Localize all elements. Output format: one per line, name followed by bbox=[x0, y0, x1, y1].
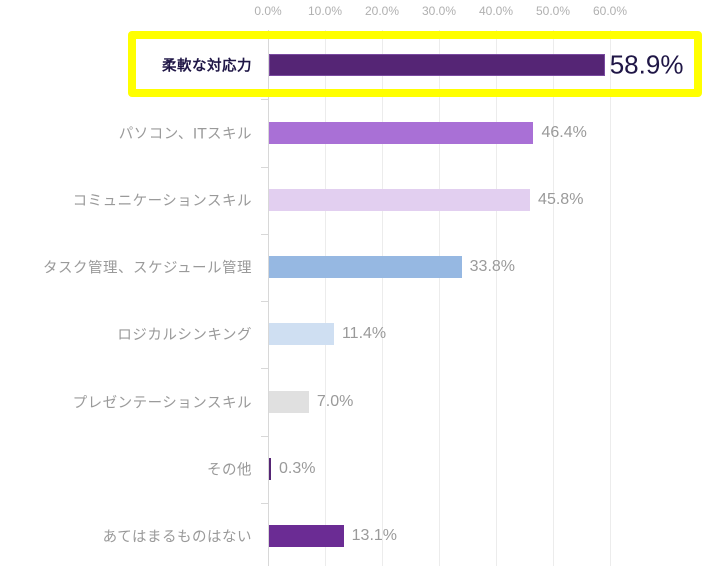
x-tick-label: 0.0% bbox=[254, 4, 282, 18]
value-label: 11.4% bbox=[341, 325, 387, 342]
x-tick-label: 60.0% bbox=[592, 4, 628, 18]
y-axis-tick bbox=[261, 234, 268, 235]
x-tick-label: 20.0% bbox=[364, 4, 400, 18]
x-tick-label: 10.0% bbox=[307, 4, 343, 18]
bar bbox=[269, 122, 534, 144]
value-label: 45.8% bbox=[538, 191, 584, 208]
value-label: 58.9% bbox=[609, 49, 684, 80]
gridline bbox=[610, 30, 611, 566]
x-tick-label: 40.0% bbox=[478, 4, 514, 18]
y-axis-tick bbox=[261, 503, 268, 504]
gridline bbox=[553, 30, 554, 566]
value-label: 13.1% bbox=[351, 527, 398, 544]
category-label: パソコン、ITスキル bbox=[118, 126, 252, 143]
value-label: 7.0% bbox=[316, 393, 354, 410]
gridline bbox=[325, 30, 326, 566]
gridline bbox=[382, 30, 383, 566]
bar bbox=[269, 391, 309, 413]
category-label: プレゼンテーションスキル bbox=[72, 395, 252, 412]
category-label: ロジカルシンキング bbox=[117, 327, 252, 344]
bar bbox=[269, 458, 271, 480]
x-tick-label: 50.0% bbox=[535, 4, 571, 18]
category-label: コミュニケーションスキル bbox=[72, 193, 252, 210]
y-axis-tick bbox=[261, 167, 268, 168]
y-axis-tick bbox=[261, 301, 268, 302]
value-label: 33.8% bbox=[469, 258, 516, 275]
category-label: あてはまるものはない bbox=[102, 529, 252, 546]
y-axis-tick bbox=[261, 99, 268, 100]
x-tick-label: 30.0% bbox=[421, 4, 457, 18]
category-label: タスク管理、スケジュール管理 bbox=[43, 260, 252, 277]
gridline bbox=[439, 30, 440, 566]
y-axis-line bbox=[268, 30, 269, 566]
bar bbox=[269, 256, 462, 278]
y-axis-tick bbox=[261, 368, 268, 369]
bar bbox=[269, 525, 344, 547]
bar bbox=[269, 54, 605, 76]
bar bbox=[269, 189, 531, 211]
bar bbox=[269, 323, 334, 345]
value-label: 46.4% bbox=[541, 124, 587, 141]
highlight-box bbox=[128, 31, 702, 97]
gridline bbox=[496, 30, 497, 566]
category-label: その他 bbox=[207, 462, 252, 479]
value-label: 0.3% bbox=[279, 460, 316, 477]
category-label: 柔軟な対応力 bbox=[162, 58, 252, 75]
y-axis-tick bbox=[261, 436, 268, 437]
